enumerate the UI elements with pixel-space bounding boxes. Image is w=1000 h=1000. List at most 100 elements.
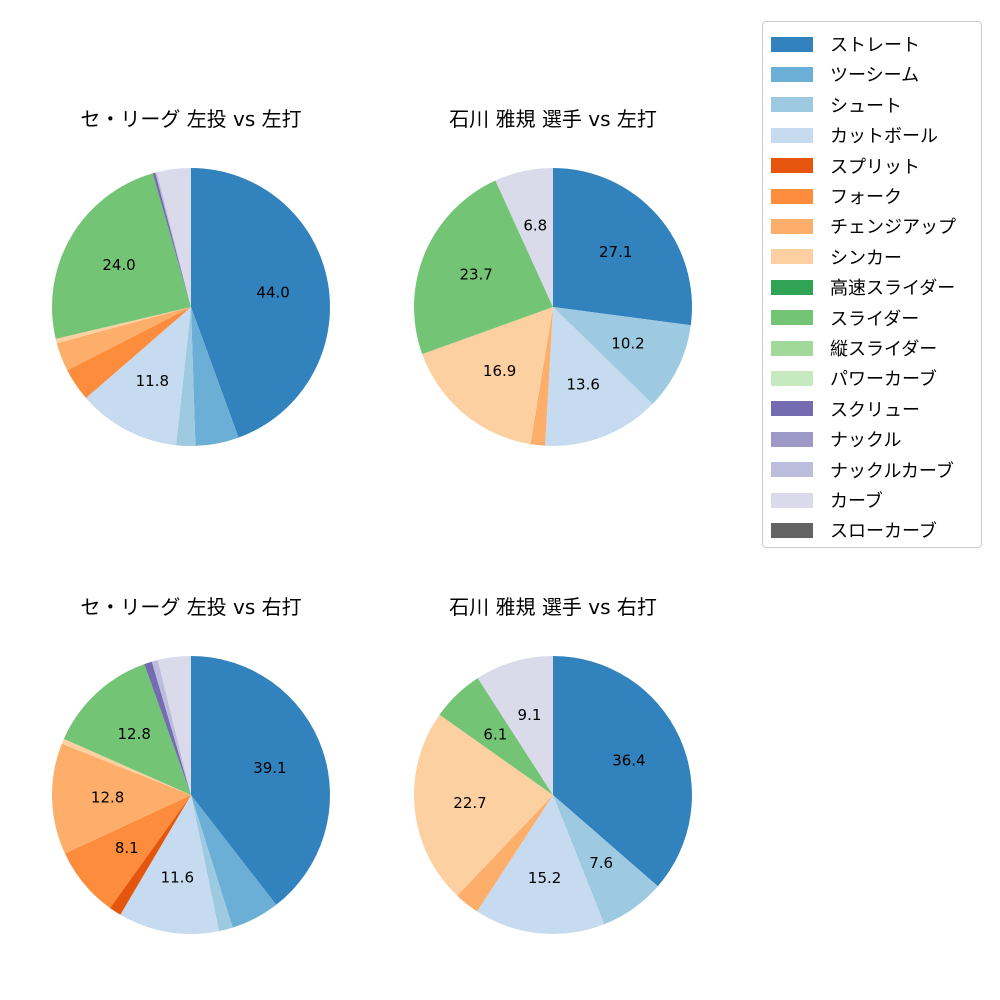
pie-slice: [120, 795, 220, 935]
legend-label: パワーカーブ: [830, 369, 937, 391]
pie-slice: [422, 307, 553, 445]
legend-item: ナックル: [771, 429, 902, 452]
legend-label: スライダー: [830, 308, 920, 330]
legend-item: 高速スライダー: [771, 277, 956, 300]
slice-label: 8.1: [115, 839, 139, 857]
pie-slice: [545, 307, 653, 446]
legend-item: スローカーブ: [771, 520, 937, 543]
pie-slice: [110, 795, 191, 915]
legend-item: スライダー: [771, 308, 920, 330]
pie-slice: [553, 307, 691, 405]
legend-label: フォーク: [830, 187, 902, 208]
legend-item: カットボール: [771, 125, 938, 148]
legend-label: ナックル: [830, 430, 902, 452]
slice-label: 22.7: [453, 794, 486, 812]
pie-slice: [413, 180, 553, 355]
slice-label: 11.8: [136, 372, 169, 390]
slice-label: 27.1: [599, 243, 632, 261]
pie-slice: [414, 714, 553, 896]
slice-label: 12.8: [91, 788, 124, 806]
legend-label: スプリット: [830, 156, 920, 178]
chart-title-league-lhp-vs-rhb: セ・リーグ 左投 vs 右打: [80, 595, 302, 619]
pie-slice: [191, 795, 277, 928]
pie-slice: [85, 307, 191, 446]
pie-slice: [152, 172, 191, 307]
legend-swatch: [771, 401, 813, 417]
legend-item: シンカー: [771, 247, 902, 269]
legend-swatch: [771, 340, 813, 356]
pie-slice: [191, 307, 239, 446]
legend-swatch: [771, 462, 813, 478]
legend-label: 高速スライダー: [830, 278, 956, 300]
slice-label: 36.4: [612, 751, 645, 769]
pie-slice: [439, 678, 553, 795]
pie-slice: [457, 795, 553, 912]
legend-label: スクリュー: [830, 399, 920, 421]
slice-label: 7.6: [589, 854, 613, 872]
legend-swatch: [771, 158, 813, 174]
slice-label: 15.2: [528, 869, 561, 887]
slice-label: 44.0: [256, 284, 289, 302]
slice-label: 13.6: [567, 376, 600, 394]
pie-slice: [553, 656, 692, 887]
legend-swatch: [771, 218, 813, 234]
legend-label: ツーシーム: [830, 65, 920, 87]
legend-item: スクリュー: [771, 399, 920, 421]
slice-label: 11.6: [161, 868, 194, 886]
legend-label: カットボール: [830, 126, 938, 148]
slice-label: 16.9: [483, 362, 516, 380]
chart-title-ishikawa-vs-rhb: 石川 雅規 選手 vs 右打: [449, 595, 657, 619]
pie-slice: [477, 795, 605, 935]
legend-item: フォーク: [771, 186, 902, 208]
pie-slice: [157, 656, 191, 795]
legend-swatch: [771, 310, 813, 326]
legend-label: カーブ: [830, 491, 883, 512]
legend-label: チェンジアップ: [830, 217, 956, 239]
legend-swatch: [771, 279, 813, 295]
legend-swatch: [771, 249, 813, 265]
chart-title-league-lhp-vs-lhb: セ・リーグ 左投 vs 左打: [80, 107, 302, 131]
pie-slice: [52, 173, 191, 339]
legend-swatch: [771, 66, 813, 82]
chart-title-ishikawa-vs-lhb: 石川 雅規 選手 vs 左打: [449, 107, 657, 131]
legend-swatch: [771, 522, 813, 538]
slice-label: 12.8: [118, 725, 151, 743]
legend-label: シンカー: [830, 247, 902, 269]
legend-item: パワーカーブ: [771, 368, 937, 391]
slice-label: 39.1: [253, 759, 286, 777]
pie-slice: [67, 307, 191, 399]
pie-slice: [55, 307, 191, 344]
slice-label: 10.2: [611, 334, 644, 352]
pie-slice: [61, 738, 191, 795]
slice-label: 23.7: [459, 266, 492, 284]
pie-slice: [530, 307, 553, 446]
legend-swatch: [771, 370, 813, 386]
pie-slice: [553, 795, 658, 925]
pie-slice: [155, 172, 191, 307]
pie-slice: [191, 795, 233, 932]
legend-label: ストレート: [830, 35, 920, 56]
legend-item: 縦スライダー: [771, 338, 938, 360]
legend-label: スローカーブ: [830, 521, 937, 543]
legend-item: ストレート: [771, 34, 920, 56]
legend-label: 縦スライダー: [830, 339, 938, 360]
legend-swatch: [771, 36, 813, 52]
slice-label: 6.8: [523, 216, 547, 234]
pie-slice: [56, 307, 191, 371]
pie-slice: [63, 664, 192, 795]
legend-item: カーブ: [771, 490, 883, 512]
pie-slice: [553, 168, 692, 326]
pie-slice: [477, 656, 553, 795]
legend-swatch: [771, 492, 813, 508]
pie-slice: [144, 661, 191, 795]
slice-label: 6.1: [483, 726, 507, 744]
legend-label: シュート: [830, 95, 902, 117]
legend-item: スプリット: [771, 156, 920, 178]
legend: ストレートツーシームシュートカットボール スプリットフォークチェンジアップ シンカー…: [762, 21, 982, 548]
legend-label: ナックルカーブ: [830, 460, 954, 482]
legend-item: シュート: [771, 95, 902, 117]
pie-slice: [151, 660, 191, 795]
slice-label: 24.0: [102, 256, 135, 274]
